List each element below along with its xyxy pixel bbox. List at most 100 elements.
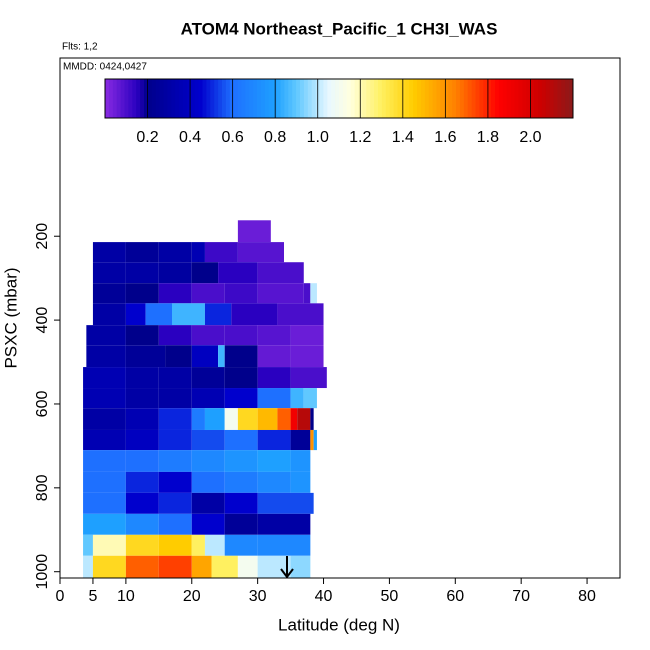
cell: [290, 408, 298, 430]
colorbar-swatch: [171, 79, 176, 118]
colorbar-swatch: [319, 79, 324, 118]
colorbar-swatch: [300, 79, 305, 118]
colorbar-swatch: [206, 79, 211, 118]
colorbar-swatch: [346, 79, 352, 118]
colorbar-swatch: [561, 79, 566, 118]
colorbar-swatch: [280, 79, 285, 118]
colorbar-swatch: [553, 79, 558, 118]
colorbar-swatch: [541, 79, 547, 118]
cell: [158, 471, 192, 493]
cell: [191, 408, 205, 430]
x-tick-label: 60: [446, 588, 464, 605]
colorbar-swatch: [292, 79, 297, 118]
colorbar-swatch: [257, 79, 262, 118]
colorbar-swatch: [405, 79, 410, 118]
cell: [257, 450, 291, 472]
cell: [277, 303, 324, 326]
colorbar-swatch: [186, 79, 192, 118]
x-tick-label: 70: [512, 588, 530, 605]
colorbar-swatch: [163, 79, 168, 118]
cell: [145, 303, 172, 326]
x-tick-label: 80: [578, 588, 596, 605]
colorbar-swatch: [183, 79, 188, 118]
colorbar-swatch: [444, 79, 449, 118]
cell: [125, 242, 159, 263]
cell: [310, 429, 314, 451]
cell: [191, 429, 225, 451]
cell: [158, 242, 192, 263]
colorbar-swatch: [264, 79, 270, 118]
cell: [224, 325, 258, 346]
cell: [83, 513, 126, 535]
cell: [125, 325, 159, 346]
colorbar-swatch: [479, 79, 484, 118]
cell: [224, 492, 258, 514]
colorbar-swatch: [424, 79, 430, 118]
arrow: [280, 556, 294, 579]
cell: [257, 262, 304, 284]
colorbar-swatch: [518, 79, 523, 118]
x-tick-label: 10: [117, 588, 135, 605]
cell: [92, 242, 126, 263]
colorbar-swatch: [569, 79, 574, 118]
cell: [86, 325, 126, 346]
colorbar-swatch: [140, 79, 145, 118]
colorbar-swatch: [155, 79, 161, 118]
cell: [237, 242, 284, 263]
cell: [237, 555, 258, 578]
y-tick-label: 600: [34, 391, 51, 418]
x-tick-label: 20: [183, 588, 201, 605]
colorbar-swatch: [335, 79, 340, 118]
annotation: Flts: 1,2: [62, 42, 98, 53]
cell: [290, 345, 324, 368]
cell: [125, 367, 159, 389]
cell: [191, 471, 225, 493]
colorbar-tick-label: 1.4: [392, 129, 414, 146]
cell: [158, 429, 192, 451]
colorbar-swatch: [284, 79, 289, 118]
colorbar-swatch: [233, 79, 239, 118]
colorbar-swatch: [241, 79, 246, 118]
cell: [158, 513, 192, 535]
cell: [277, 408, 291, 430]
colorbar-swatch: [526, 79, 531, 118]
annotation: MMDD: 0424,0427: [63, 62, 147, 73]
colorbar-swatch: [385, 79, 391, 118]
colorbar-swatch: [268, 79, 274, 118]
colorbar-swatch: [175, 79, 180, 118]
colorbar-swatch: [229, 79, 235, 118]
cell: [290, 555, 311, 578]
colorbar-swatch: [522, 79, 527, 118]
colorbar-swatch: [475, 79, 480, 118]
colorbar-swatch: [339, 79, 344, 118]
cell: [165, 345, 192, 368]
colorbar-swatch: [245, 79, 250, 118]
cell: [83, 555, 93, 578]
colorbar-swatch: [311, 79, 317, 118]
cell: [224, 283, 258, 304]
colorbar-swatch: [428, 79, 434, 118]
cell: [313, 429, 317, 451]
cell: [191, 325, 225, 346]
colorbar-swatch: [378, 79, 383, 118]
cell: [83, 450, 126, 472]
colorbar-swatch: [440, 79, 445, 118]
cell: [191, 367, 225, 389]
cell: [303, 283, 311, 304]
colorbar-swatch: [144, 79, 149, 118]
cell: [224, 367, 258, 389]
cell: [231, 303, 278, 326]
cell: [257, 345, 291, 368]
cell: [125, 283, 159, 304]
colorbar-swatch: [495, 79, 500, 118]
cell: [125, 429, 159, 451]
cell: [290, 325, 324, 346]
y-axis-label: PSXC (mbar): [1, 267, 20, 368]
colorbar-swatch: [483, 79, 488, 118]
colorbar-swatch: [487, 79, 492, 118]
cell: [237, 220, 271, 243]
cell: [257, 471, 291, 493]
colorbar-swatch: [214, 79, 219, 118]
cell: [191, 388, 225, 409]
cell: [290, 367, 327, 389]
